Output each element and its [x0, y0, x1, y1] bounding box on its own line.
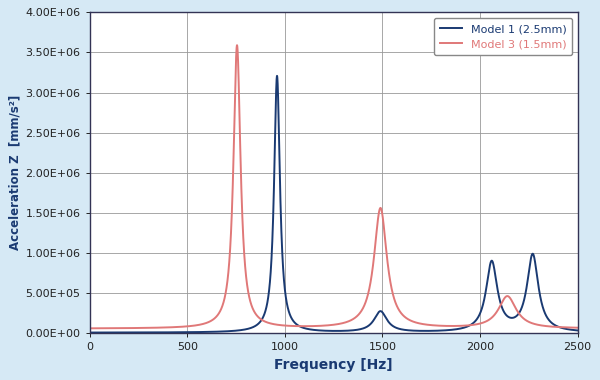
Model 3 (1.5mm) [263, 320, 270, 325]
Model 1 (2.5mm) [110, 330, 118, 335]
Model 1 (2.5mm) [86, 330, 93, 335]
Model 3 (1.5mm) [396, 309, 403, 314]
Model 3 (1.5mm) [233, 43, 241, 48]
Model 1 (2.5mm) [375, 310, 382, 315]
Model 1 (2.5mm) [263, 305, 270, 310]
Model 3 (1.5mm) [474, 322, 481, 326]
Model 3 (1.5mm) [86, 326, 93, 331]
Model 1 (2.5mm) [448, 328, 455, 332]
Model 3 (1.5mm) [574, 325, 581, 330]
Model 1 (2.5mm) [474, 316, 481, 320]
Model 1 (2.5mm) [274, 74, 281, 78]
Model 3 (1.5mm) [375, 213, 382, 218]
Legend: Model 1 (2.5mm), Model 3 (1.5mm): Model 1 (2.5mm), Model 3 (1.5mm) [434, 18, 572, 55]
Model 3 (1.5mm) [110, 326, 118, 331]
Y-axis label: Acceleration Z  [mm/s²]: Acceleration Z [mm/s²] [8, 95, 22, 250]
Line: Model 3 (1.5mm): Model 3 (1.5mm) [89, 45, 578, 328]
Model 1 (2.5mm) [574, 328, 581, 333]
X-axis label: Frequency [Hz]: Frequency [Hz] [274, 358, 393, 372]
Model 1 (2.5mm) [396, 327, 403, 331]
Line: Model 1 (2.5mm): Model 1 (2.5mm) [89, 76, 578, 332]
Model 3 (1.5mm) [448, 324, 455, 328]
